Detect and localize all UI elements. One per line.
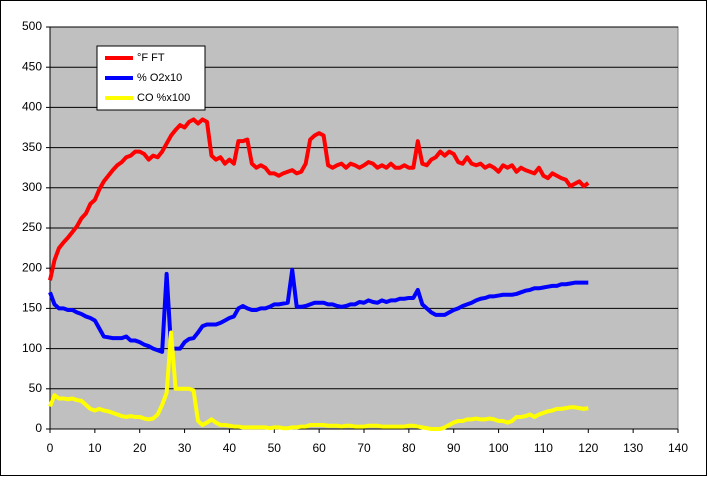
y-tick-label: 300 xyxy=(22,180,42,194)
y-tick-label: 450 xyxy=(22,59,42,73)
series-line xyxy=(48,330,589,431)
series-line xyxy=(48,267,589,354)
y-tick-label: 350 xyxy=(22,140,42,154)
legend-label: % O2x10 xyxy=(137,72,182,84)
x-tick-label: 120 xyxy=(578,441,598,455)
y-tick-label: 50 xyxy=(29,381,43,395)
series-line xyxy=(48,117,590,281)
y-tick-label: 250 xyxy=(22,220,42,234)
y-tick-label: 150 xyxy=(22,301,42,315)
x-tick-label: 70 xyxy=(357,441,371,455)
x-tick-label: 10 xyxy=(88,441,102,455)
x-tick-label: 50 xyxy=(268,441,282,455)
y-tick-label: 200 xyxy=(22,260,42,274)
x-tick-label: 20 xyxy=(133,441,147,455)
x-tick-label: 130 xyxy=(623,441,643,455)
x-tick-label: 60 xyxy=(312,441,326,455)
x-tick-label: 0 xyxy=(47,441,54,455)
x-tick-label: 110 xyxy=(534,441,553,455)
y-tick-label: 0 xyxy=(35,421,42,435)
x-tick-label: 80 xyxy=(402,441,416,455)
legend-label: °F FT xyxy=(137,52,165,64)
y-tick-label: 500 xyxy=(22,19,42,33)
x-tick-label: 40 xyxy=(223,441,237,455)
x-tick-label: 90 xyxy=(447,441,461,455)
legend-label: CO %x100 xyxy=(137,92,190,104)
x-tick-label: 100 xyxy=(489,441,509,455)
y-tick-label: 400 xyxy=(22,100,42,114)
x-tick-label: 140 xyxy=(668,441,688,455)
x-tick-label: 30 xyxy=(178,441,192,455)
y-tick-label: 100 xyxy=(22,341,42,355)
